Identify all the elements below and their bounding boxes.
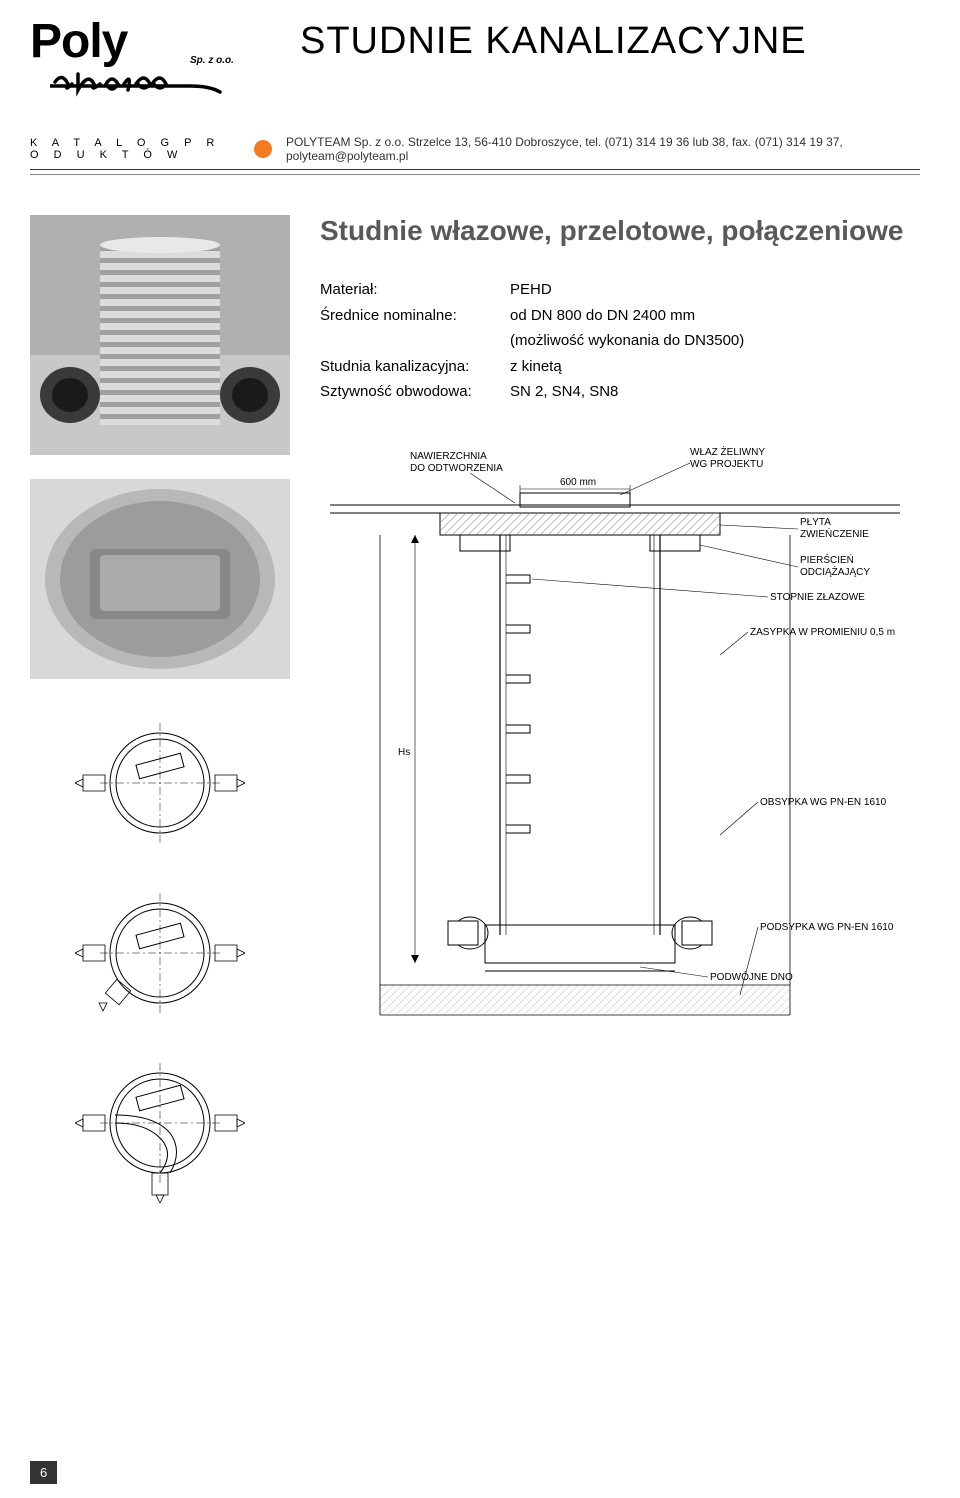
cross-section-diagram: 600 mm — [320, 435, 910, 1075]
spec-sztywn-key: Sztywność obwodowa: — [320, 379, 510, 405]
label-obsypka: OBSYPKA WG PN-EN 1610 — [760, 797, 887, 808]
section-title: Studnie włazowe, przelotowe, połączeniow… — [320, 215, 920, 247]
label-pierscien-1: PIERŚCIEŃ — [800, 553, 854, 566]
spec-diameter-val: od DN 800 do DN 2400 mm — [510, 303, 695, 329]
label-nawierzchnia-1: NAWIERZCHNIA — [410, 451, 487, 462]
spec-diameter-val2: (możliwość wykonania do DN3500) — [510, 328, 744, 354]
spec-studnia-key: Studnia kanalizacyjna: — [320, 354, 510, 380]
spec-material-val: PEHD — [510, 277, 552, 303]
left-column — [30, 215, 290, 1213]
divider-line — [30, 169, 920, 170]
catalog-label: K A T A L O G P R O D U K T Ó W — [30, 137, 240, 161]
accent-dot — [254, 140, 272, 158]
spec-sztywn-val: SN 2, SN4, SN8 — [510, 379, 618, 405]
company-contact-line: POLYTEAM Sp. z o.o. Strzelce 13, 56-410 … — [286, 135, 920, 163]
logo-block: Poly Sp. z o.o. — [30, 20, 270, 107]
schematic-top-3 — [75, 1043, 245, 1203]
header-row: Poly Sp. z o.o. STUDNIE KANALIZACYJNE — [0, 0, 960, 107]
label-wlaz-2: WG PROJEKTU — [690, 459, 763, 470]
title-block: STUDNIE KANALIZACYJNE — [270, 20, 920, 63]
label-podsypka: PODSYPKA WG PN-EN 1610 — [760, 922, 894, 933]
schematic-top-1 — [75, 703, 245, 863]
label-nawierzchnia-2: DO ODTWORZENIA — [410, 463, 503, 474]
spec-material-key: Materiał: — [320, 277, 510, 303]
content-row: Studnie włazowe, przelotowe, połączeniow… — [0, 175, 960, 1213]
label-plyta-2: ZWIEŃCZENIE — [800, 527, 869, 540]
label-stopnie: STOPNIE ZŁAZOWE — [770, 592, 865, 603]
product-photo-interior — [30, 479, 290, 679]
schematic-column — [30, 703, 290, 1203]
spec-diameter-key: Średnice nominalne: — [320, 303, 510, 329]
catalog-row: K A T A L O G P R O D U K T Ó W POLYTEAM… — [0, 127, 960, 167]
product-photo-exterior — [30, 215, 290, 455]
label-dno: PODWÓJNE DNO — [710, 970, 793, 983]
right-column: Studnie włazowe, przelotowe, połączeniow… — [290, 215, 920, 1213]
label-hs: Hs — [398, 747, 410, 758]
specs-block: Materiał:PEHD Średnice nominalne:od DN 8… — [320, 277, 920, 405]
label-zasypka: ZASYPKA W PROMIENIU 0,5 m — [750, 627, 895, 638]
label-pierscien-2: ODCIĄŻAJĄCY — [800, 565, 870, 578]
schematic-top-2 — [75, 873, 245, 1033]
logo-team-script — [50, 62, 270, 107]
main-title: STUDNIE KANALIZACYJNE — [300, 20, 920, 63]
dim-600: 600 mm — [560, 477, 596, 488]
label-plyta-1: PŁYTA — [800, 517, 831, 528]
spec-studnia-val: z kinetą — [510, 354, 562, 380]
page-number: 6 — [30, 1461, 57, 1484]
label-wlaz-1: WŁAZ ŻELIWNY — [690, 445, 765, 458]
